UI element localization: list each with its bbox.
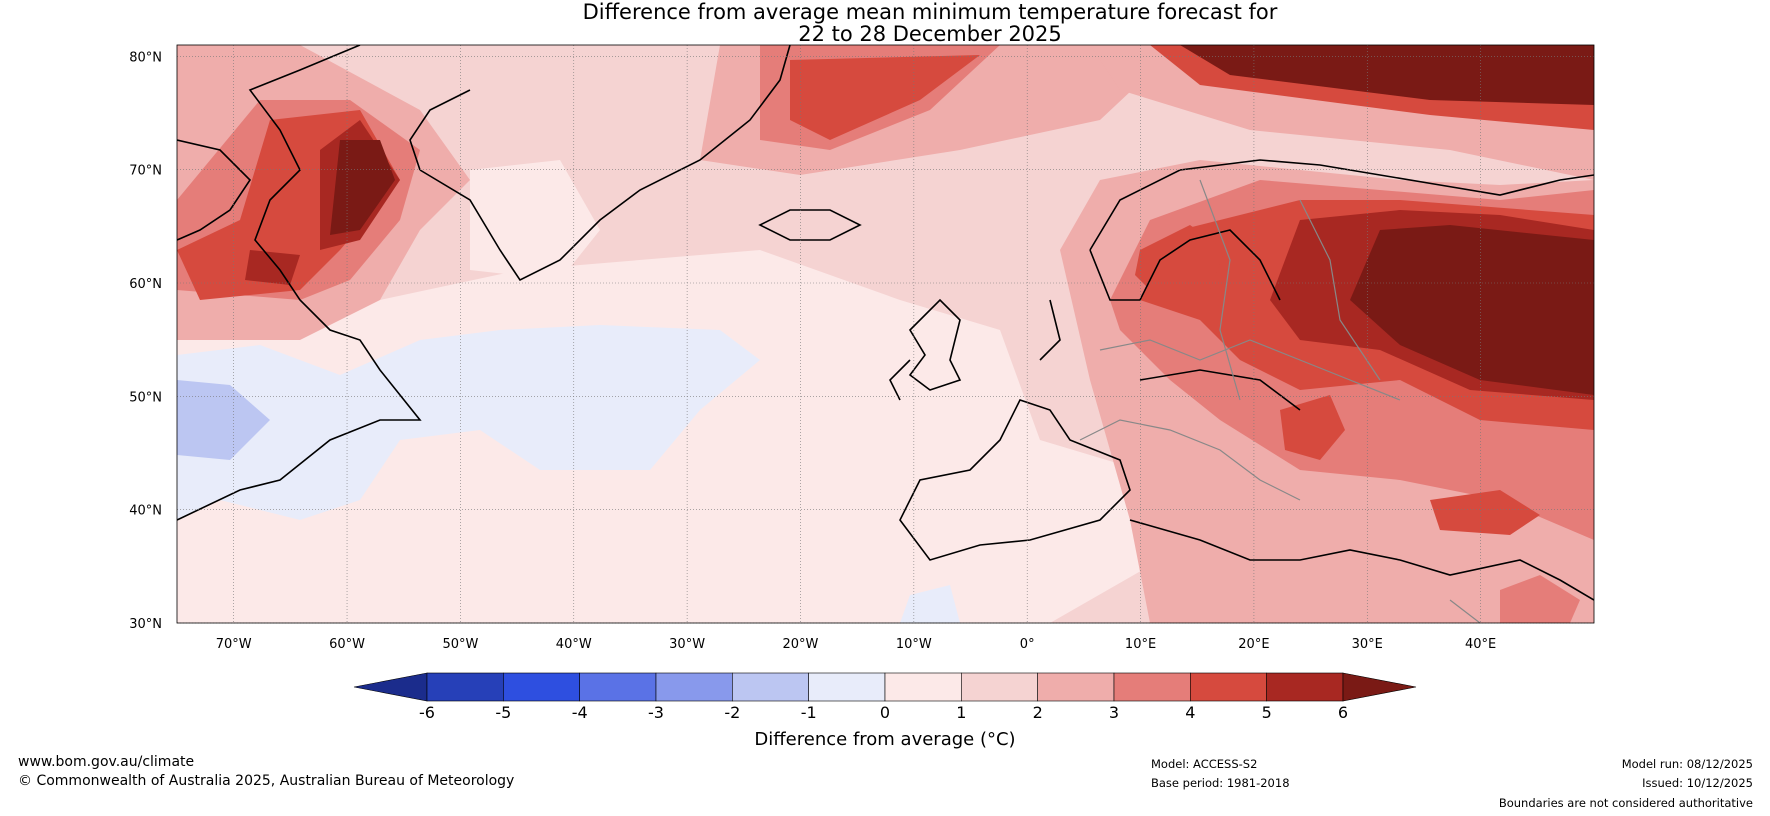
colorbar-segment: [1190, 672, 1267, 702]
coastlines: [177, 45, 1594, 601]
colorbar-segment: [655, 672, 733, 702]
latitude-label: 30°N: [129, 617, 162, 632]
longitude-label: 40°E: [1465, 637, 1496, 652]
colorbar-extend-high: [1342, 672, 1417, 702]
colorbar-tick-label: 2: [1033, 703, 1043, 722]
colorbar-ticks: -6 -5 -4 -3 -2 -1 0 1 2 3 4 5 6: [419, 703, 1348, 722]
latitude-label: 50°N: [129, 390, 162, 405]
colorbar-segment: [503, 672, 580, 702]
longitude-label: 20°W: [783, 637, 819, 652]
colorbar-tick-label: -2: [724, 703, 740, 722]
colorbar-segment: [808, 672, 886, 702]
anomaly-shading: [177, 45, 1594, 623]
issued-date: Issued: 10/12/2025: [1642, 776, 1753, 790]
latitude-label: 70°N: [129, 164, 162, 179]
map-title-line1: Difference from average mean minimum tem…: [582, 0, 1278, 24]
boundary-disclaimer: Boundaries are not considered authoritat…: [1498, 796, 1753, 810]
longitude-label: 10°E: [1125, 637, 1156, 652]
longitude-label: 70°W: [216, 637, 252, 652]
colorbar-label: Difference from average (°C): [754, 729, 1016, 750]
colorbar-segment: [1266, 672, 1344, 702]
colorbar-segment: [884, 672, 962, 702]
map-frame: [176, 44, 1595, 624]
colorbar-tick-label: -1: [801, 703, 817, 722]
latitude-label: 40°N: [129, 504, 162, 519]
colorbar-tick-label: -6: [419, 703, 435, 722]
colorbar-segment: [1113, 672, 1191, 702]
colorbar-tick-label: 4: [1185, 703, 1195, 722]
longitude-label: 30°W: [669, 637, 705, 652]
latitude-labels: 80°N 70°N 60°N 50°N 40°N 30°N: [129, 50, 162, 632]
longitude-label: 50°W: [442, 637, 478, 652]
longitude-label: 60°W: [329, 637, 365, 652]
longitude-label: 20°E: [1238, 637, 1269, 652]
longitude-labels: 70°W 60°W 50°W 40°W 30°W 20°W 10°W 0° 10°E 20°E 30…: [216, 637, 1497, 652]
latitude-label: 60°N: [129, 277, 162, 292]
base-period: Base period: 1981-2018: [1151, 776, 1290, 790]
colorbar-tick-label: 0: [880, 703, 890, 722]
longitude-label: 40°W: [556, 637, 592, 652]
map-title-line2: 22 to 28 December 2025: [798, 22, 1062, 46]
website-link[interactable]: www.bom.gov.au/climate: [18, 754, 195, 770]
colorbar-tick-label: -5: [495, 703, 511, 722]
colorbar-segment: [426, 672, 504, 702]
latitude-label: 80°N: [129, 50, 162, 65]
colorbar-tick-label: 6: [1338, 703, 1348, 722]
colorbar-extend-low: [353, 672, 428, 702]
longitude-label: 10°W: [896, 637, 932, 652]
model-run-date: Model run: 08/12/2025: [1621, 757, 1753, 771]
colorbar: [353, 672, 1417, 702]
colorbar-tick-label: 3: [1109, 703, 1119, 722]
colorbar-tick-label: -3: [648, 703, 664, 722]
colorbar-segment: [1037, 672, 1115, 702]
model-name: Model: ACCESS-S2: [1151, 757, 1258, 771]
copyright-text: © Commonwealth of Australia 2025, Austra…: [18, 773, 515, 789]
colorbar-tick-label: 1: [956, 703, 966, 722]
colorbar-segment: [579, 672, 657, 702]
country-borders: [1079, 179, 1481, 623]
longitude-label: 0°: [1020, 637, 1035, 652]
colorbar-segment: [732, 672, 809, 702]
colorbar-tick-label: 5: [1262, 703, 1272, 722]
colorbar-tick-label: -4: [572, 703, 588, 722]
longitude-label: 30°E: [1352, 637, 1383, 652]
colorbar-segment: [961, 672, 1038, 702]
